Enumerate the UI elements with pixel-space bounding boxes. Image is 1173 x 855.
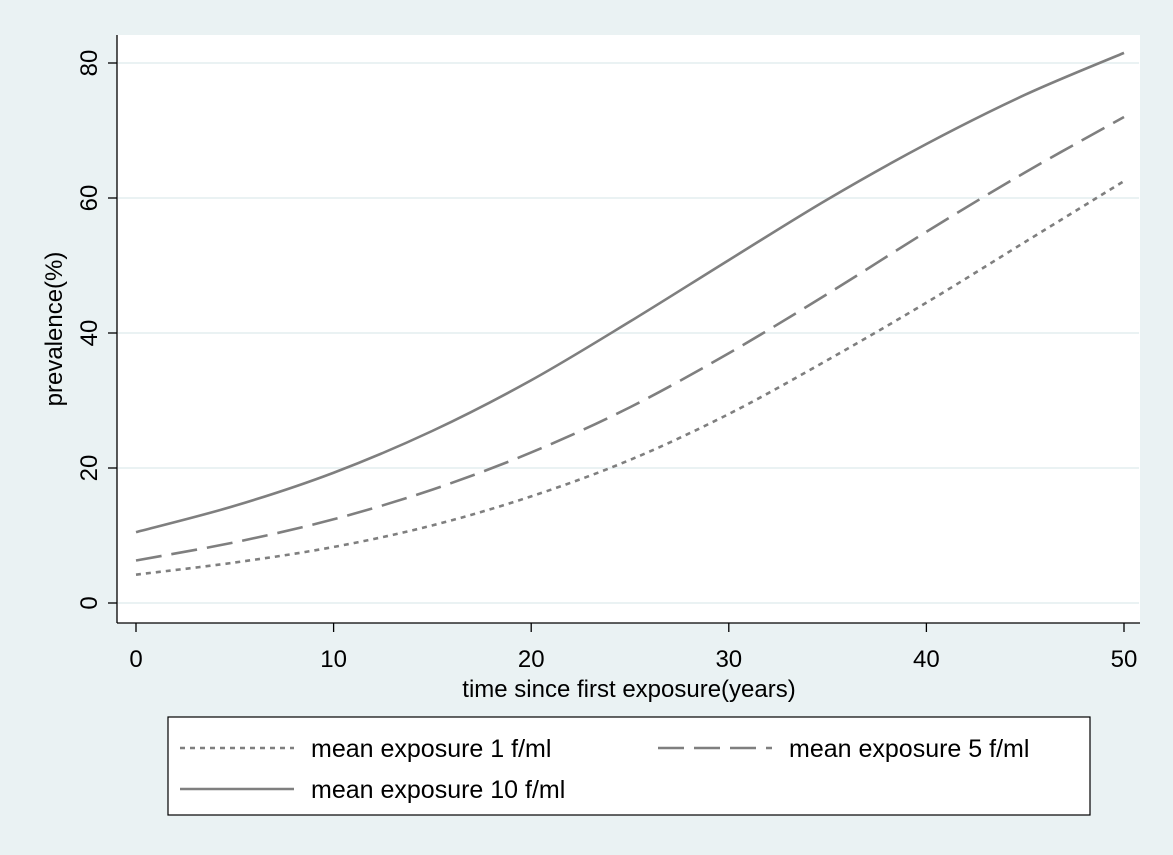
series-layer — [135, 51, 1125, 576]
plot-area — [117, 35, 1140, 623]
gridlines — [118, 62, 1139, 604]
y-tick-label: 40 — [76, 320, 103, 347]
x-tick-label: 10 — [320, 646, 347, 673]
x-tick-label: 50 — [1111, 646, 1138, 673]
legend-box — [167, 716, 1091, 816]
y-tick-label: 20 — [76, 455, 103, 482]
legend-label: mean exposure 5 f/ml — [789, 735, 1029, 763]
x-tick-label: 40 — [913, 646, 940, 673]
x-tick-label: 0 — [129, 646, 142, 673]
x-tick-label: 20 — [518, 646, 545, 673]
y-tick-label: 0 — [76, 596, 103, 609]
y-tick-label: 80 — [76, 50, 103, 77]
series-line-1 — [135, 180, 1125, 576]
series-line-2 — [135, 115, 1125, 562]
series-line-3 — [135, 51, 1125, 534]
axes — [116, 35, 1140, 624]
x-tick-label: 30 — [715, 646, 742, 673]
y-tick-label: 60 — [76, 185, 103, 212]
ticks: 0 20 40 60 80 0 10 20 30 40 50 — [76, 50, 1137, 673]
y-axis-title: prevalence(%) — [41, 252, 68, 407]
legend-label: mean exposure 1 f/ml — [311, 735, 551, 763]
legend: mean exposure 1 f/ml mean exposure 5 f/ml… — [167, 716, 1091, 816]
legend-label: mean exposure 10 f/ml — [311, 776, 565, 804]
x-axis-title: time since first exposure(years) — [462, 676, 795, 703]
